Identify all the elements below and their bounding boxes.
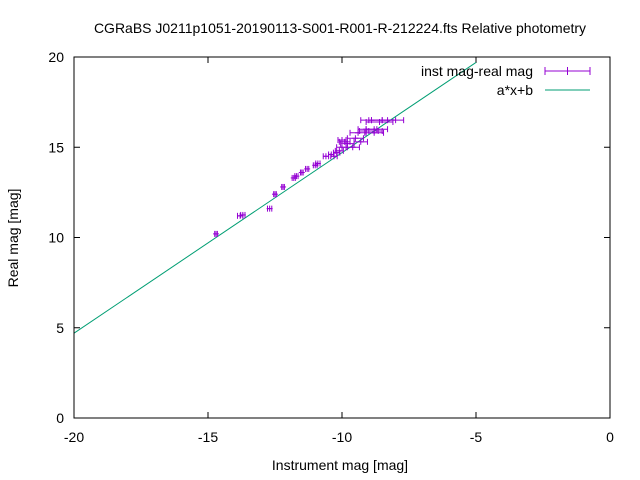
x-tick-label: -5	[470, 429, 483, 445]
x-tick-label: -15	[198, 429, 218, 445]
x-tick-label: -20	[64, 429, 84, 445]
y-tick-label: 5	[56, 320, 64, 336]
chart-title: CGRaBS J0211p1051-20190113-S001-R001-R-2…	[94, 20, 586, 36]
fit-line	[73, 62, 477, 334]
data-point	[330, 153, 338, 160]
data-point	[280, 183, 287, 190]
y-tick-label: 15	[48, 139, 64, 155]
data-point	[337, 137, 347, 144]
data-point	[370, 117, 405, 124]
data-point	[239, 211, 246, 218]
x-tick-label: 0	[606, 429, 614, 445]
legend-swatch-points	[544, 67, 591, 75]
fit-line-series	[73, 62, 477, 334]
y-axis-title: Real mag [mag]	[5, 189, 21, 288]
data-point	[334, 147, 344, 154]
data-point	[293, 173, 300, 180]
data-point	[345, 144, 360, 151]
legend-label-fit: a*x+b	[497, 82, 533, 98]
data-point	[298, 169, 305, 176]
legend-label-points: inst mag-real mag	[421, 63, 533, 79]
data-point	[290, 174, 297, 181]
plot-frame	[73, 56, 611, 419]
data-point	[353, 138, 368, 145]
x-axis-title: Instrument mag [mag]	[272, 457, 408, 473]
data-point	[272, 191, 278, 198]
y-tick-label: 10	[48, 230, 64, 246]
data-point	[365, 128, 383, 135]
data-point	[213, 230, 220, 237]
y-tick-label: 20	[48, 49, 64, 65]
y-tick-label: 0	[56, 410, 64, 426]
legend: inst mag-real mag a*x+b	[421, 63, 591, 98]
x-tick-label: -10	[332, 429, 352, 445]
data-point	[304, 165, 311, 172]
y-axis-ticks: 0 5 10 15 20	[48, 49, 610, 426]
x-axis-ticks: -20 -15 -10 -5 0	[64, 57, 614, 445]
data-point	[266, 205, 273, 212]
data-point	[314, 160, 321, 167]
data-point	[346, 135, 364, 142]
data-point	[340, 140, 355, 147]
data-points-series	[213, 117, 405, 237]
